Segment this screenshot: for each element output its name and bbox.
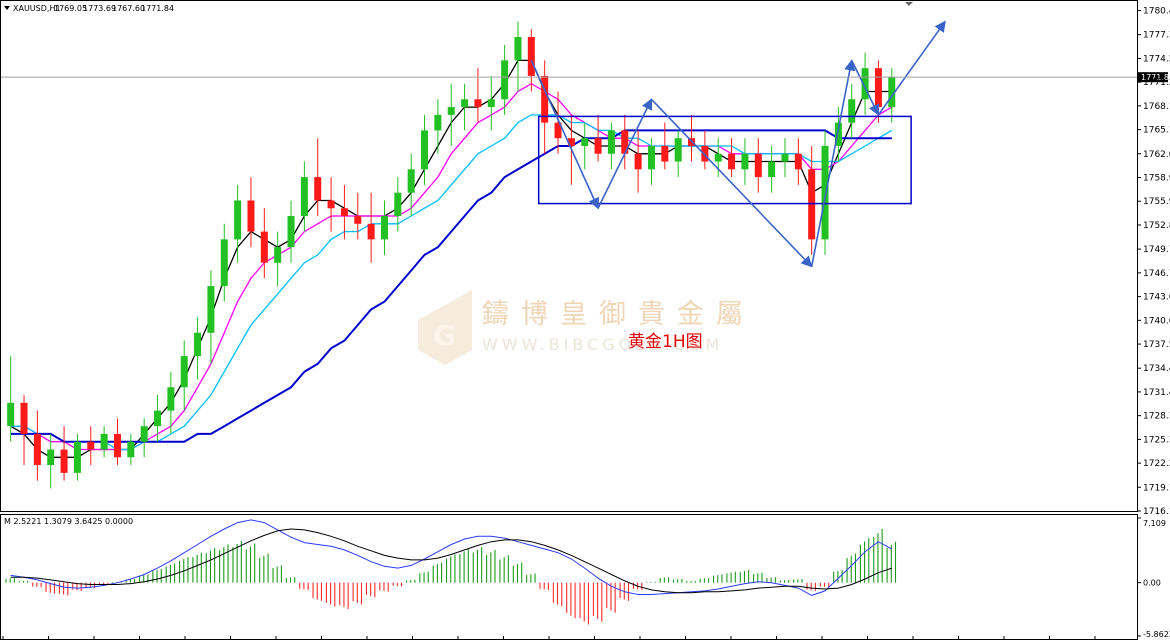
- y-tick-label: 1728.35: [1143, 412, 1170, 422]
- watermark-name: 鑄博皇御貴金屬: [482, 299, 755, 330]
- y-tick-label: 1771.20: [1143, 78, 1170, 88]
- candle-body: [408, 169, 415, 192]
- candle-body: [314, 177, 321, 200]
- candle-body: [87, 442, 94, 450]
- candle-body: [781, 154, 788, 162]
- y-tick-label: 1762.00: [1143, 150, 1170, 160]
- candle-body: [875, 68, 882, 107]
- y-tick-label: 1768.15: [1143, 102, 1170, 112]
- y-tick-label: 1731.40: [1143, 388, 1170, 398]
- candle-body: [635, 154, 642, 170]
- candle-body: [434, 115, 441, 131]
- candle-body: [675, 138, 682, 161]
- macd-y-axis: 7.109 0.00 -5.8622: [1137, 518, 1170, 639]
- macd-tick-label: 7.109: [1143, 519, 1166, 528]
- candle-body: [728, 154, 735, 170]
- candle-body: [247, 200, 254, 231]
- y-tick-label: 1725.30: [1143, 435, 1170, 445]
- macd-panel-frame: [1, 515, 1138, 640]
- candle-body: [768, 162, 775, 178]
- candle-body: [528, 37, 535, 76]
- candle-body: [34, 434, 41, 465]
- macd-tick-label: 0.00: [1143, 579, 1161, 588]
- candle-body: [581, 138, 588, 146]
- candle-body: [848, 99, 855, 122]
- candle-body: [274, 247, 281, 263]
- ohlc-close: 1771.84: [141, 4, 174, 13]
- y-tick-label: 1774.25: [1143, 54, 1170, 64]
- candle-body: [328, 200, 335, 208]
- candle-body: [421, 130, 428, 169]
- candle-body: [701, 146, 708, 162]
- candle-body: [755, 154, 762, 177]
- candle-body: [354, 216, 361, 224]
- candle-body: [261, 232, 268, 263]
- candle-body: [101, 434, 108, 450]
- candle-body: [127, 442, 134, 458]
- candle-body: [661, 146, 668, 162]
- candle-body: [221, 239, 228, 286]
- candle-body: [288, 216, 295, 247]
- candle-body: [47, 450, 54, 466]
- y-tick-label: 1743.65: [1143, 293, 1170, 303]
- candle-body: [207, 286, 214, 333]
- candle-body: [795, 154, 802, 170]
- y-axis: 1780.40 1777.30 1774.25 1771.20 1768.15 1765.…: [1137, 7, 1170, 517]
- y-tick-label: 1722.25: [1143, 459, 1170, 469]
- y-tick-label: 1719.15: [1143, 483, 1170, 493]
- candle-body: [448, 107, 455, 115]
- y-tick-label: 1758.95: [1143, 174, 1170, 184]
- y-tick-label: 1746.70: [1143, 269, 1170, 279]
- candle-body: [194, 333, 201, 356]
- svg-text:G: G: [433, 319, 456, 352]
- candle-body: [394, 193, 401, 216]
- candle-body: [154, 411, 161, 427]
- candle-body: [74, 442, 81, 473]
- candle-body: [114, 434, 121, 457]
- candle-body: [167, 387, 174, 410]
- candle-body: [341, 208, 348, 216]
- candle-body: [141, 426, 148, 442]
- candle-body: [234, 200, 241, 239]
- y-tick-label: 1777.30: [1143, 31, 1170, 41]
- candle-body: [368, 224, 375, 240]
- y-tick-label: 1765.10: [1143, 126, 1170, 136]
- candle-body: [808, 169, 815, 239]
- y-tick-label: 1752.85: [1143, 221, 1170, 231]
- candle-body: [488, 99, 495, 107]
- candle-body: [608, 130, 615, 153]
- candle-body: [741, 154, 748, 170]
- y-tick-label: 1737.55: [1143, 340, 1170, 350]
- y-tick-label: 1749.75: [1143, 245, 1170, 255]
- candle-body: [61, 450, 68, 473]
- candle-body: [21, 403, 28, 434]
- candle-body: [461, 99, 468, 107]
- y-tick-label: 1716.10: [1143, 507, 1170, 517]
- candle-body: [301, 177, 308, 216]
- candle-body: [381, 216, 388, 239]
- candle-body: [181, 356, 188, 387]
- candle-body: [501, 60, 508, 99]
- candle-body: [595, 138, 602, 154]
- y-tick-label: 1734.45: [1143, 364, 1170, 374]
- candle-body: [474, 99, 481, 107]
- macd-tick-label: -5.8622: [1143, 630, 1170, 639]
- y-tick-label: 1780.40: [1143, 7, 1170, 17]
- candle-body: [715, 154, 722, 162]
- chart-title-overlay: 黄金1H图: [628, 332, 703, 352]
- y-tick-label: 1740.60: [1143, 316, 1170, 326]
- y-tick-label: 1755.90: [1143, 197, 1170, 207]
- candle-body: [648, 146, 655, 169]
- macd-header: M 2.5221 1.3079 3.6425 0.0000: [4, 517, 133, 526]
- candle-body: [514, 37, 521, 60]
- candle-body: [7, 403, 14, 426]
- candle-body: [822, 146, 829, 239]
